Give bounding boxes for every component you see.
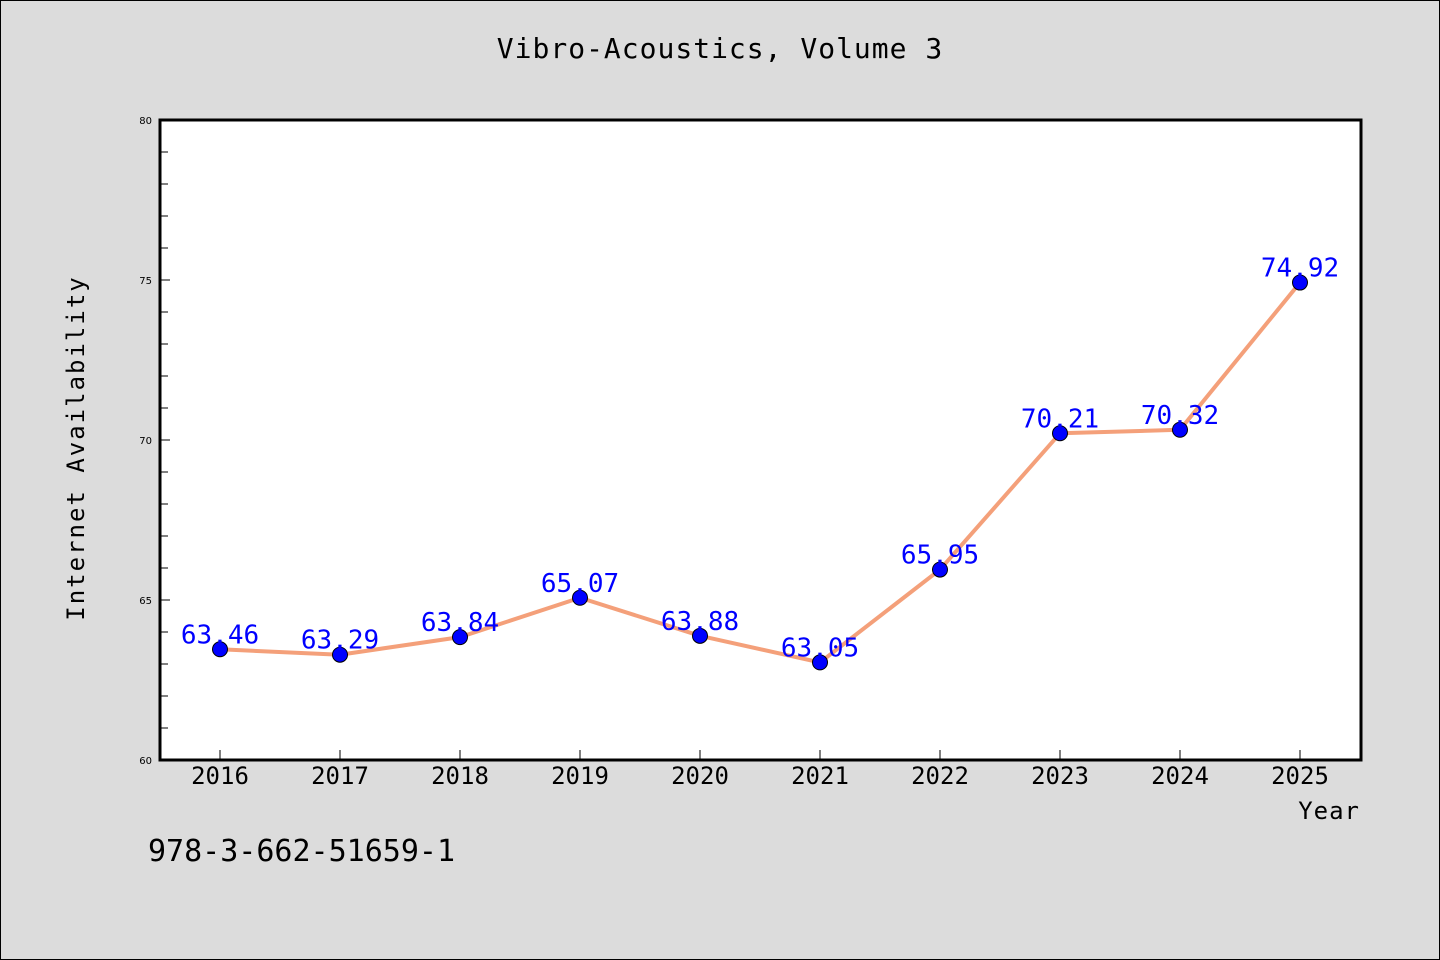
data-point [1292, 274, 1308, 291]
y-tick-label: 60 [139, 756, 152, 767]
x-tick-label: 2022 [911, 762, 969, 790]
data-label: 70.21 [1021, 404, 1099, 434]
data-point [812, 654, 828, 671]
data-point [452, 629, 468, 646]
x-tick-label: 2019 [551, 762, 609, 790]
y-tick-label: 65 [139, 596, 152, 607]
x-tick-label: 2024 [1151, 762, 1209, 790]
x-tick-label: 2020 [671, 762, 729, 790]
isbn-annotation: 978-3-662-51659-1 [148, 834, 456, 869]
chart-title: Vibro-Acoustics, Volume 3 [496, 32, 944, 65]
y-axis: 60 65 70 75 80 [139, 116, 170, 767]
data-point [1172, 421, 1188, 438]
data-label: 63.29 [301, 626, 379, 656]
series-line [218, 280, 1302, 665]
x-tick-label: 2017 [311, 762, 369, 790]
x-tick-label: 2021 [791, 762, 849, 790]
plot-area [158, 118, 1363, 762]
x-tick-label: 2025 [1271, 762, 1329, 790]
data-point [212, 641, 228, 658]
data-label: 65.07 [541, 569, 619, 599]
data-point [332, 646, 348, 663]
data-label: 63.84 [421, 608, 499, 638]
data-label: 70.32 [1141, 401, 1219, 431]
x-axis: 2016 2017 2018 2019 2020 2021 2022 2023 2024 2025 [191, 750, 1329, 790]
data-point [932, 561, 948, 578]
data-point [692, 627, 708, 644]
y-axis-title: Internet Availability [62, 275, 90, 621]
data-point [572, 589, 588, 606]
data-point [1052, 425, 1068, 442]
data-label: 63.05 [781, 633, 859, 663]
y-tick-label: 75 [139, 276, 152, 287]
x-tick-label: 2023 [1031, 762, 1089, 790]
x-tick-label: 2016 [191, 762, 249, 790]
y-tick-label: 70 [139, 436, 152, 447]
x-axis-title: Year [1298, 797, 1360, 825]
y-tick-label: 80 [139, 116, 152, 127]
series-layer: 63.46 63.29 63.84 65.07 63.88 63.05 65.95 70.21… [181, 254, 1339, 671]
data-label: 74.92 [1261, 254, 1339, 284]
x-tick-label: 2018 [431, 762, 489, 790]
data-label: 65.95 [901, 541, 979, 571]
data-label: 63.46 [181, 620, 259, 650]
data-label: 63.88 [661, 607, 739, 637]
